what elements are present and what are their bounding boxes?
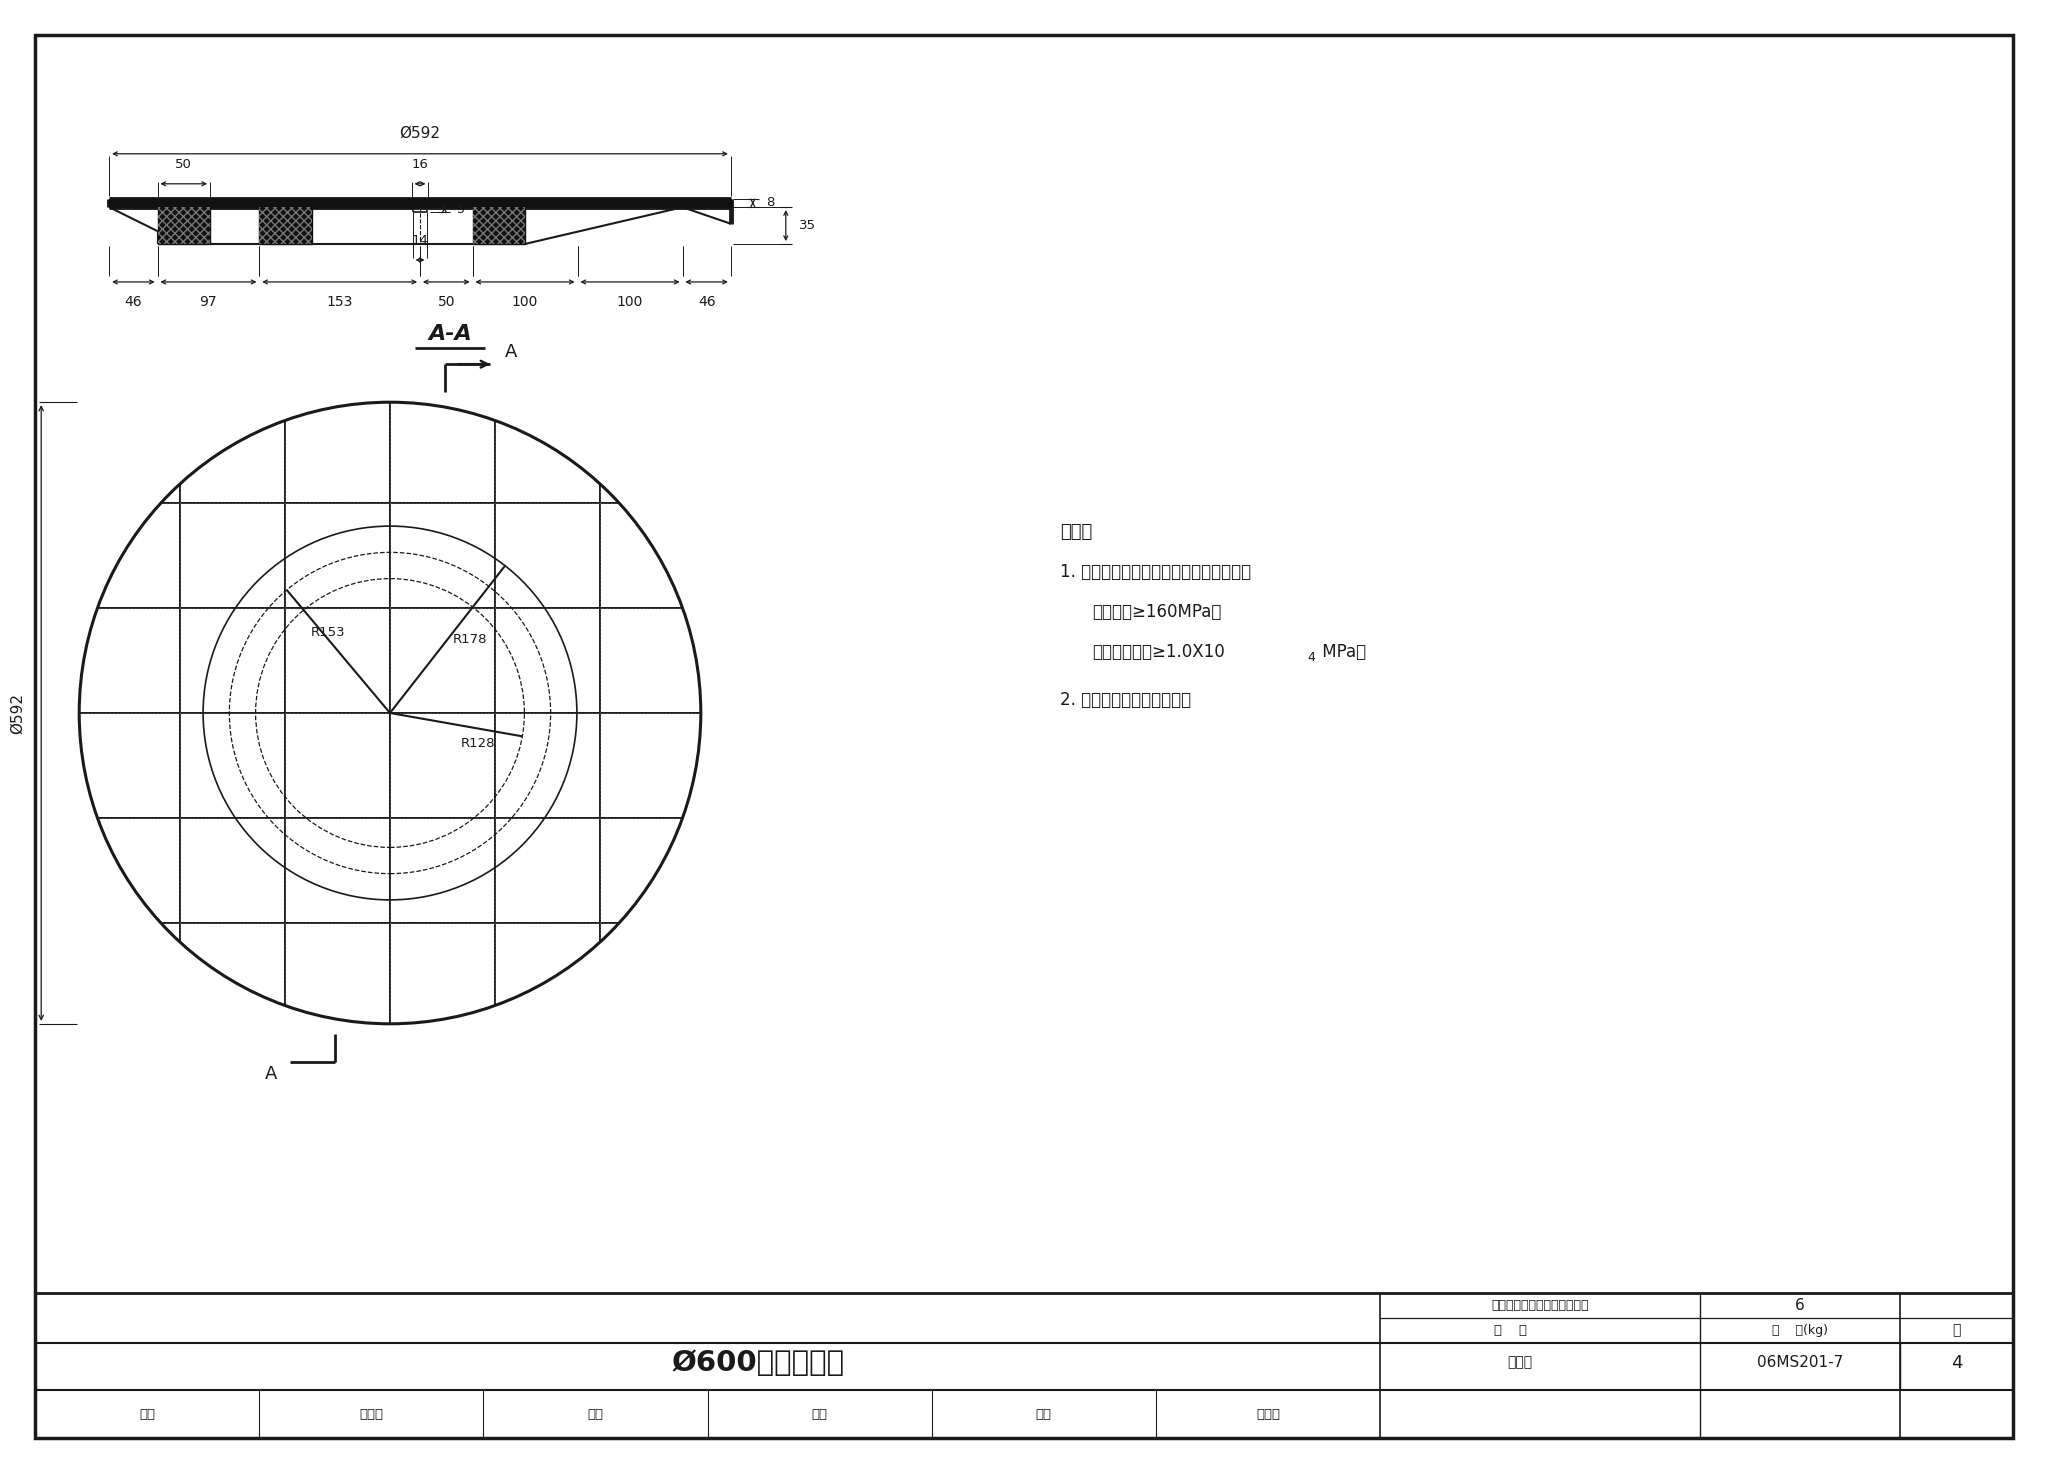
Text: Ø592: Ø592 xyxy=(10,692,25,734)
Text: 100: 100 xyxy=(616,295,643,309)
Text: 郭勾: 郭勾 xyxy=(811,1408,827,1420)
Text: 16: 16 xyxy=(412,158,428,171)
Text: 14: 14 xyxy=(412,234,428,247)
Text: 35: 35 xyxy=(799,219,815,233)
Bar xyxy=(260,208,311,245)
Text: 材    料: 材 料 xyxy=(1493,1324,1526,1337)
Text: A: A xyxy=(264,1065,276,1083)
Text: 4: 4 xyxy=(1307,651,1315,664)
Text: A-A: A-A xyxy=(428,324,471,345)
Text: 王傈山: 王傈山 xyxy=(358,1408,383,1420)
Bar xyxy=(158,208,211,245)
Text: 弯曲强度≥160MPa；: 弯曲强度≥160MPa； xyxy=(1092,602,1221,622)
Text: 50: 50 xyxy=(438,295,455,309)
Text: 6: 6 xyxy=(1796,1298,1804,1312)
Text: 2. 外表面要求：平整光洁。: 2. 外表面要求：平整光洁。 xyxy=(1061,691,1192,709)
Polygon shape xyxy=(260,208,311,245)
Polygon shape xyxy=(473,208,524,245)
Text: 50: 50 xyxy=(176,158,193,171)
Text: 审核: 审核 xyxy=(139,1408,156,1420)
Text: 5: 5 xyxy=(457,203,465,217)
Polygon shape xyxy=(158,208,211,245)
Text: R153: R153 xyxy=(311,626,346,639)
Text: 校对: 校对 xyxy=(588,1408,604,1420)
Polygon shape xyxy=(109,199,731,208)
Text: 玻璃纤维增强塑料（玻璃锂）: 玻璃纤维增强塑料（玻璃锂） xyxy=(1491,1299,1589,1312)
Text: 说明：: 说明： xyxy=(1061,523,1092,541)
Text: 8: 8 xyxy=(766,196,774,209)
Text: R178: R178 xyxy=(453,633,487,645)
Text: 46: 46 xyxy=(125,295,141,309)
Text: 4: 4 xyxy=(1952,1354,1962,1371)
Text: A: A xyxy=(506,343,518,361)
Text: 1. 材料：玻璃纤维增强塑料（玻璃锂）；: 1. 材料：玻璃纤维增强塑料（玻璃锂）； xyxy=(1061,563,1251,580)
Text: 弯曲弝性模量≥1.0X10: 弯曲弝性模量≥1.0X10 xyxy=(1092,644,1225,661)
Text: 06MS201-7: 06MS201-7 xyxy=(1757,1355,1843,1370)
Text: 页: 页 xyxy=(1952,1324,1960,1337)
Text: 图集号: 图集号 xyxy=(1507,1355,1532,1370)
Text: 46: 46 xyxy=(698,295,715,309)
Text: 153: 153 xyxy=(326,295,352,309)
Text: R128: R128 xyxy=(461,736,496,750)
Text: 100: 100 xyxy=(512,295,539,309)
Text: MPa。: MPa。 xyxy=(1317,644,1366,661)
Text: 97: 97 xyxy=(199,295,217,309)
Text: 设计: 设计 xyxy=(1036,1408,1053,1420)
Text: 重    量(kg): 重 量(kg) xyxy=(1772,1324,1829,1337)
Bar xyxy=(473,208,524,245)
Text: 温丽晕: 温丽晕 xyxy=(1255,1408,1280,1420)
Text: Ø592: Ø592 xyxy=(399,125,440,141)
Text: Ø600玻璃锂子盖: Ø600玻璃锂子盖 xyxy=(672,1348,844,1376)
